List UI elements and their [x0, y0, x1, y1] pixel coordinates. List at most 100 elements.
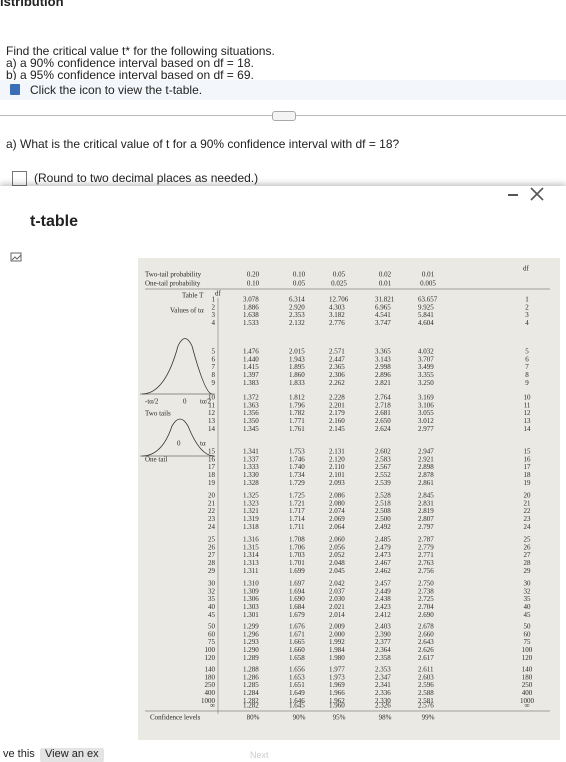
t-value: 1.992: [329, 638, 345, 646]
t-value: 2.000: [329, 630, 345, 638]
two-tail-prob: 0.20: [247, 271, 260, 279]
t-value: 1.533: [243, 319, 259, 327]
example-button[interactable]: View an ex: [40, 748, 104, 762]
confidence-level: 95%: [333, 714, 346, 722]
df-value: 50: [208, 623, 216, 631]
t-value: 3.055: [418, 409, 434, 417]
t-value: 2.738: [418, 587, 434, 595]
t-value: 2.377: [375, 638, 391, 646]
df-value: 27: [208, 551, 216, 559]
image-icon[interactable]: [10, 252, 22, 262]
df-value: 16: [524, 455, 532, 463]
t-value: 2.462: [375, 567, 391, 575]
two-tail-prob: 0.02: [379, 271, 392, 279]
t-value: 3.747: [375, 319, 391, 327]
df-value: 120: [205, 654, 216, 662]
df-value: 4: [525, 319, 529, 327]
t-value: 1.969: [329, 681, 345, 689]
t-value: 2.831: [418, 499, 434, 507]
df-label: df: [215, 290, 222, 298]
t-value: 2.438: [375, 595, 391, 603]
t-value: 2.898: [418, 463, 434, 471]
t-value: 2.896: [375, 371, 391, 379]
df-value: 14: [208, 425, 216, 433]
t-value: 1.833: [289, 379, 305, 387]
df-value: 28: [208, 559, 216, 567]
t-value: 1.699: [289, 567, 305, 575]
t-value: 1.282: [243, 697, 259, 705]
hint-text[interactable]: Click the icon to view the t-table.: [30, 83, 203, 97]
one-tail-caption: One tail: [145, 456, 167, 464]
t-value: 63.657: [418, 296, 438, 304]
t-value: 1.314: [243, 551, 259, 559]
t-value: 3.169: [418, 394, 434, 402]
t-value: 1.284: [243, 689, 259, 697]
df-value: 30: [208, 580, 216, 588]
t-value: 2.861: [418, 479, 434, 487]
t-value: 1.660: [289, 646, 305, 654]
t-value: 3.182: [329, 311, 345, 319]
t-value: 2.660: [418, 630, 434, 638]
df-value: 5: [525, 348, 529, 356]
t-value: 1.645: [289, 702, 305, 710]
df-value: 4: [212, 319, 216, 327]
df-value: 17: [524, 463, 532, 471]
t-value: 2.120: [329, 455, 345, 463]
instruction: b) a 95% confidence interval based on df…: [6, 68, 254, 82]
t-value: 2.060: [329, 536, 345, 544]
table-icon[interactable]: [10, 84, 20, 95]
next-button[interactable]: Next: [250, 750, 269, 760]
t-value: 3.078: [243, 296, 259, 304]
t-value: 1.658: [289, 654, 305, 662]
t-value: 1.761: [289, 425, 305, 433]
t-value: 2.603: [418, 673, 434, 681]
t-value: 1.717: [289, 507, 305, 515]
dialog-title: t-table: [30, 213, 78, 230]
t-value: 2.048: [329, 559, 345, 567]
confidence-level: 90%: [293, 714, 306, 722]
t-value: 3.365: [375, 348, 391, 356]
t-value: 1.708: [289, 536, 305, 544]
t-value: 1.656: [289, 666, 305, 674]
t-value: 1.301: [243, 611, 259, 619]
table-background: [138, 258, 560, 740]
t-value: 2.145: [329, 425, 345, 433]
df-value: 100: [205, 646, 216, 654]
t-value: 2.878: [418, 471, 434, 479]
df-value: 18: [524, 471, 532, 479]
df-value: 45: [524, 611, 532, 619]
minimize-button[interactable]: [508, 194, 518, 196]
df-value: 10: [524, 394, 532, 402]
df-value: 21: [208, 499, 216, 507]
t-value: 3.707: [418, 355, 434, 363]
t-value: 1.296: [243, 630, 259, 638]
t-value: 1.293: [243, 638, 259, 646]
t-value: 2.819: [418, 507, 434, 515]
t-value: 2.508: [375, 507, 391, 515]
t-value: 1.694: [289, 587, 305, 595]
df-value: 7: [212, 363, 216, 371]
close-button[interactable]: [528, 185, 546, 203]
t-value: 1.285: [243, 681, 259, 689]
table-title: Table T: [182, 292, 204, 300]
hint-row: Click the icon to view the t-table.: [0, 80, 566, 100]
t-value: 3.012: [418, 417, 434, 425]
expand-button[interactable]: [272, 111, 296, 121]
t-value: 1.721: [289, 499, 305, 507]
t-value: 2.977: [418, 425, 434, 433]
t-value: 1.943: [289, 355, 305, 363]
t-value: 2.596: [418, 681, 434, 689]
axis-label: 0: [183, 398, 187, 406]
df-value: 75: [208, 638, 216, 646]
t-value: 2.160: [329, 417, 345, 425]
answer-box[interactable]: [12, 171, 27, 186]
t-value: 1.372: [243, 394, 259, 402]
df-value: 8: [212, 371, 216, 379]
t-value: 4.303: [329, 303, 345, 311]
t-value: 2.074: [329, 507, 345, 515]
t-value: 2.037: [329, 587, 345, 595]
df-value: 100: [522, 646, 533, 654]
axis-label: tα/2: [200, 398, 212, 406]
t-value: 1.746: [289, 455, 305, 463]
